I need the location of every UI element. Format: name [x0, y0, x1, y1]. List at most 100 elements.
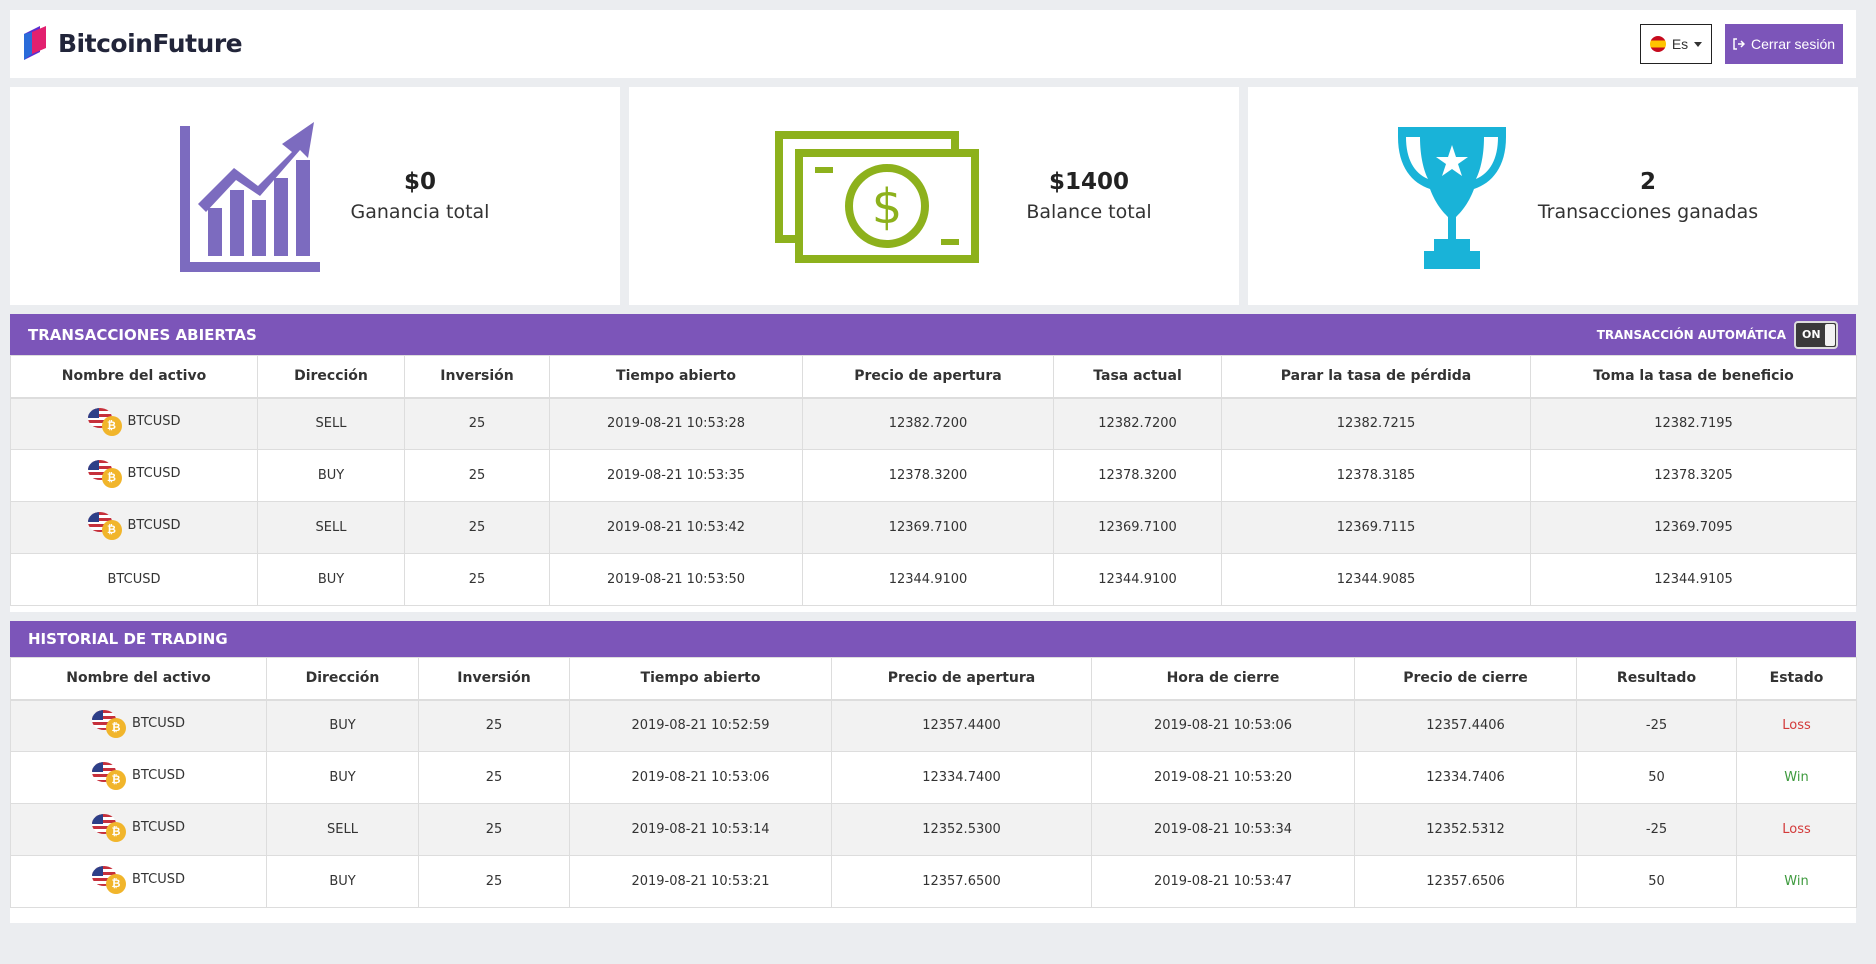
logout-button[interactable]: Cerrar sesión — [1725, 24, 1843, 64]
column-header[interactable]: Inversión — [418, 657, 570, 701]
asset-name: BTCUSD — [127, 414, 181, 430]
current-rate-cell: 12378.3200 — [1053, 449, 1222, 502]
asset-cell: BTCUSD — [10, 553, 258, 606]
direction-cell: SELL — [266, 803, 419, 856]
trading-history-header: HISTORIAL DE TRADING — [10, 621, 1856, 657]
column-header[interactable]: Dirección — [266, 657, 419, 701]
growth-chart-icon — [180, 122, 320, 272]
brand-name: BitcoinFuture — [58, 28, 243, 58]
btcusd-pair-icon: ₿ — [92, 865, 127, 894]
closed-cell: 2019-08-21 10:53:47 — [1091, 855, 1355, 908]
column-header[interactable]: Nombre del activo — [10, 355, 258, 399]
table-row[interactable]: ₿ BTCUSD SELL 25 2019-08-21 10:53:28 1238… — [10, 397, 1857, 450]
take-profit-cell: 12378.3205 — [1530, 449, 1857, 502]
stop-loss-cell: 12378.3185 — [1221, 449, 1531, 502]
btcusd-pair-icon: ₿ — [92, 813, 127, 842]
opened-cell: 2019-08-21 10:52:59 — [569, 699, 832, 752]
auto-trade-toggle[interactable]: ON — [1794, 320, 1838, 349]
stat-card-profit: $0 Ganancia total — [10, 87, 620, 305]
btcusd-pair-icon: ₿ — [87, 511, 122, 540]
opened-cell: 2019-08-21 10:53:28 — [549, 397, 803, 450]
column-header[interactable]: Precio de apertura — [831, 657, 1092, 701]
asset-name: BTCUSD — [132, 872, 185, 887]
table-header-row: Nombre del activo Dirección Inversión Ti… — [10, 657, 1857, 701]
stat-value: $1400 — [1048, 169, 1130, 195]
stat-value: 2 — [1639, 169, 1656, 195]
opened-cell: 2019-08-21 10:53:14 — [569, 803, 832, 856]
brand-logo[interactable]: BitcoinFuture — [24, 26, 243, 60]
open-price-cell: 12378.3200 — [802, 449, 1054, 502]
status-cell: Loss — [1736, 699, 1857, 752]
opened-cell: 2019-08-21 10:53:21 — [569, 855, 832, 908]
asset-name: BTCUSD — [127, 518, 181, 533]
btcusd-pair-icon: ₿ — [92, 761, 127, 790]
column-header[interactable]: Estado — [1736, 657, 1857, 701]
close-price-cell: 12352.5312 — [1354, 803, 1577, 856]
open-price-cell: 12334.7400 — [831, 751, 1092, 804]
panel-title: TRANSACCIONES ABIERTAS — [28, 325, 257, 344]
asset-name: BTCUSD — [132, 716, 185, 732]
opened-cell: 2019-08-21 10:53:35 — [549, 449, 803, 502]
asset-name: BTCUSD — [127, 466, 181, 481]
take-profit-cell: 12344.9105 — [1530, 553, 1857, 606]
column-header[interactable]: Tasa actual — [1053, 355, 1222, 399]
table-row[interactable]: ₿ BTCUSD SELL 25 2019-08-21 10:53:42 1236… — [10, 501, 1857, 554]
table-row[interactable]: ₿ BTCUSD SELL 25 2019-08-21 10:53:14 1235… — [10, 803, 1857, 856]
stop-loss-cell: 12382.7215 — [1221, 397, 1531, 450]
toggle-state: ON — [1802, 328, 1821, 341]
brand-logo-icon — [24, 26, 46, 60]
table-row[interactable]: ₿ BTCUSD BUY 25 2019-08-21 10:52:59 12357… — [10, 699, 1857, 752]
open-price-cell: 12382.7200 — [802, 397, 1054, 450]
asset-cell: ₿ BTCUSD — [10, 397, 258, 450]
asset-name: BTCUSD — [132, 768, 185, 783]
column-header[interactable]: Tiempo abierto — [569, 657, 832, 701]
caret-down-icon — [1694, 41, 1703, 47]
investment-cell: 25 — [418, 751, 570, 804]
spain-flag-icon — [1649, 36, 1666, 52]
panel-title: HISTORIAL DE TRADING — [28, 630, 228, 648]
column-header[interactable]: Nombre del activo — [10, 657, 267, 701]
column-header[interactable]: Hora de cierre — [1091, 657, 1355, 701]
asset-cell: ₿ BTCUSD — [10, 751, 267, 804]
open-price-cell: 12357.4400 — [831, 699, 1092, 752]
column-header[interactable]: Precio de cierre — [1354, 657, 1577, 701]
table-row[interactable]: ₿ BTCUSD BUY 25 2019-08-21 10:53:06 12334… — [10, 751, 1857, 804]
investment-cell: 25 — [404, 449, 550, 502]
open-price-cell: 12344.9100 — [802, 553, 1054, 606]
open-trades-panel: TRANSACCIONES ABIERTAS TRANSACCIÓN AUTOM… — [10, 314, 1857, 612]
table-row[interactable]: ₿ BTCUSD BUY 25 2019-08-21 10:53:21 12357… — [10, 855, 1857, 908]
stat-card-balance: $ $1400 Balance total — [629, 87, 1239, 305]
asset-cell: ₿ BTCUSD — [10, 501, 258, 554]
opened-cell: 2019-08-21 10:53:06 — [569, 751, 832, 804]
column-header[interactable]: Dirección — [257, 355, 405, 399]
table-row[interactable]: ₿ BTCUSD BUY 25 2019-08-21 10:53:35 12378… — [10, 449, 1857, 502]
investment-cell: 25 — [404, 553, 550, 606]
status-cell: Win — [1736, 751, 1857, 804]
trophy-icon — [1398, 127, 1506, 269]
status-cell: Win — [1736, 855, 1857, 908]
column-header[interactable]: Tiempo abierto — [549, 355, 803, 399]
column-header[interactable]: Inversión — [404, 355, 550, 399]
current-rate-cell: 12344.9100 — [1053, 553, 1222, 606]
column-header[interactable]: Resultado — [1576, 657, 1737, 701]
column-header[interactable]: Precio de apertura — [802, 355, 1054, 399]
language-selector[interactable]: Es — [1640, 24, 1712, 64]
language-label: Es — [1671, 36, 1689, 52]
asset-cell: ₿ BTCUSD — [10, 699, 267, 752]
closed-cell: 2019-08-21 10:53:06 — [1091, 699, 1355, 752]
toggle-knob — [1825, 323, 1835, 346]
logout-label: Cerrar sesión — [1750, 36, 1836, 52]
investment-cell: 25 — [404, 397, 550, 450]
current-rate-cell: 12382.7200 — [1053, 397, 1222, 450]
current-rate-cell: 12369.7100 — [1053, 501, 1222, 554]
open-price-cell: 12352.5300 — [831, 803, 1092, 856]
table-row[interactable]: BTCUSD BUY 25 2019-08-21 10:53:50 12344.… — [10, 553, 1857, 606]
opened-cell: 2019-08-21 10:53:50 — [549, 553, 803, 606]
stop-loss-cell: 12369.7115 — [1221, 501, 1531, 554]
open-trades-header: TRANSACCIONES ABIERTAS TRANSACCIÓN AUTOM… — [10, 314, 1856, 355]
column-header[interactable]: Toma la tasa de beneficio — [1530, 355, 1857, 399]
auto-trade-control: TRANSACCIÓN AUTOMÁTICA ON — [1597, 320, 1838, 349]
column-header[interactable]: Parar la tasa de pérdida — [1221, 355, 1531, 399]
direction-cell: SELL — [257, 501, 405, 554]
take-profit-cell: 12369.7095 — [1530, 501, 1857, 554]
